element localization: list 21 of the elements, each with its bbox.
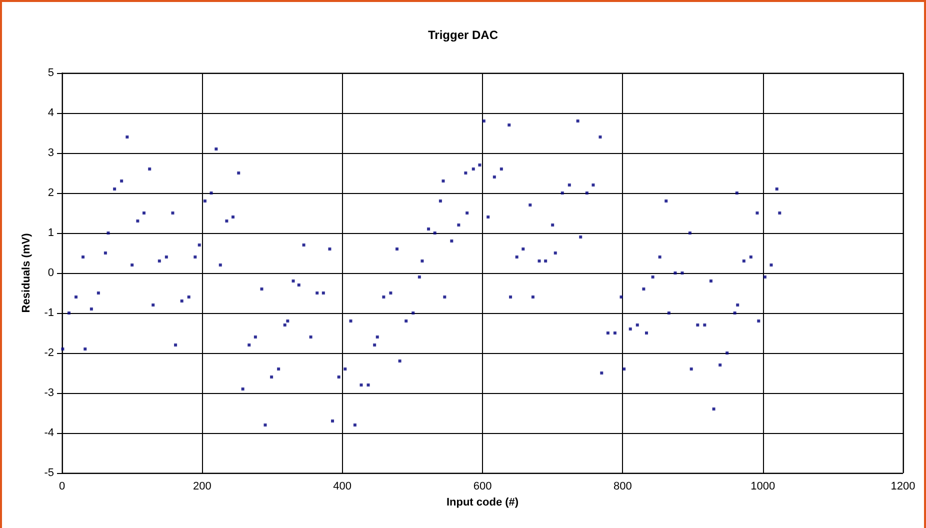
y-tick-label: 5 (48, 67, 54, 79)
x-axis-title: Input code (#) (446, 496, 519, 508)
x-tick-label: 1200 (890, 480, 916, 492)
y-tick-label: 0 (48, 267, 54, 279)
y-tick-label: 4 (48, 107, 54, 119)
y-tick-label: -5 (44, 467, 54, 479)
y-axis-title: Residuals (mV) (20, 232, 32, 313)
y-tick-label: -1 (44, 307, 54, 319)
y-tick-label: 3 (48, 147, 54, 159)
y-tick-label: -2 (44, 347, 54, 359)
x-tick-label: 400 (333, 480, 352, 492)
x-tick-label: 1000 (750, 480, 776, 492)
chart-title: Trigger DAC (428, 28, 498, 42)
y-tick-label: -3 (44, 387, 54, 399)
x-tick-label: 200 (192, 480, 212, 492)
x-tick-label: 800 (613, 480, 632, 492)
y-tick-label: 1 (48, 227, 54, 239)
x-tick-label: 0 (58, 480, 66, 492)
y-tick-label: -4 (44, 427, 54, 439)
y-tick-label: 2 (48, 187, 54, 199)
x-tick-label: 600 (473, 480, 492, 492)
